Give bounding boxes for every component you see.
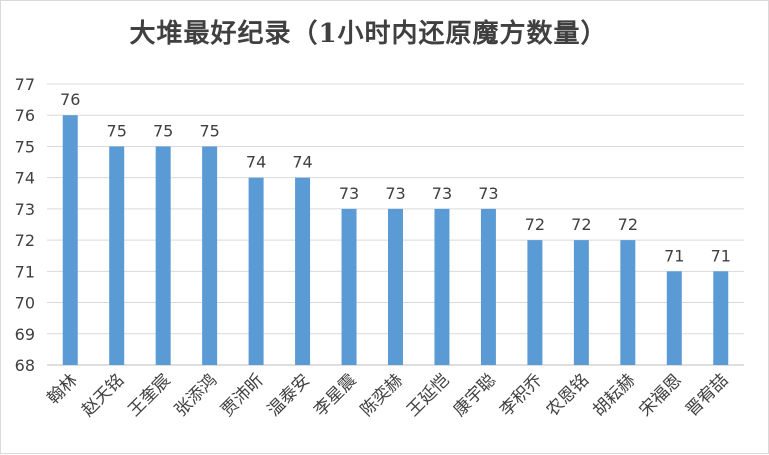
y-tick-label: 69 xyxy=(15,325,35,344)
bar xyxy=(713,271,729,365)
data-label: 75 xyxy=(153,121,173,140)
x-tick-label: 晋宥喆 xyxy=(682,370,732,420)
x-tick-label: 赵天铭 xyxy=(78,370,128,420)
data-label: 72 xyxy=(571,215,591,234)
data-label: 73 xyxy=(478,184,498,203)
data-label: 73 xyxy=(432,184,452,203)
data-label: 74 xyxy=(292,153,312,172)
bar xyxy=(109,146,125,365)
chart-title: 大堆最好纪录（1小时内还原魔方数量） xyxy=(129,19,608,49)
data-label: 75 xyxy=(107,121,127,140)
bar xyxy=(480,208,496,365)
data-label: 72 xyxy=(618,215,638,234)
x-tick-label: 王延恺 xyxy=(403,370,453,420)
bar xyxy=(155,146,171,365)
x-tick-label: 贾沛昕 xyxy=(217,370,267,420)
x-tick-label: 胡耘赫 xyxy=(589,370,639,420)
data-label: 73 xyxy=(385,184,405,203)
x-tick-label: 李星震 xyxy=(310,370,360,420)
data-label: 74 xyxy=(246,153,266,172)
y-tick-label: 68 xyxy=(15,356,35,375)
y-tick-label: 76 xyxy=(15,106,35,125)
bar xyxy=(388,208,403,365)
data-label: 73 xyxy=(339,184,359,203)
bar xyxy=(248,177,264,365)
x-tick-label: 王奎宸 xyxy=(124,370,174,420)
y-tick-label: 71 xyxy=(15,262,35,281)
data-label: 75 xyxy=(199,121,219,140)
bar xyxy=(62,115,78,365)
x-tick-label: 康宇聪 xyxy=(450,370,500,420)
bar xyxy=(527,240,543,365)
y-tick-label: 72 xyxy=(15,231,35,250)
bar xyxy=(295,177,311,365)
data-label: 72 xyxy=(525,215,545,234)
x-tick-label: 陈奕赫 xyxy=(357,370,407,420)
bar xyxy=(202,146,218,365)
bar xyxy=(434,208,450,365)
x-tick-label: 温泰安 xyxy=(264,370,314,420)
bar xyxy=(666,271,682,365)
y-tick-label: 70 xyxy=(15,294,35,313)
bar xyxy=(620,240,636,365)
x-tick-label: 翰林 xyxy=(44,370,82,408)
data-label: 71 xyxy=(664,246,684,265)
y-tick-label: 73 xyxy=(15,200,35,219)
x-tick-label: 张添鸿 xyxy=(171,370,221,420)
data-label: 76 xyxy=(60,90,80,109)
bar xyxy=(341,208,357,365)
data-label: 71 xyxy=(711,246,731,265)
y-tick-label: 77 xyxy=(15,75,35,94)
bar xyxy=(573,240,589,365)
x-tick-label: 李积乔 xyxy=(496,370,546,420)
y-tick-label: 75 xyxy=(15,137,35,156)
x-tick-label: 宋福恩 xyxy=(636,370,686,420)
y-tick-label: 74 xyxy=(15,169,35,188)
x-tick-label: 农恩铭 xyxy=(543,370,593,420)
